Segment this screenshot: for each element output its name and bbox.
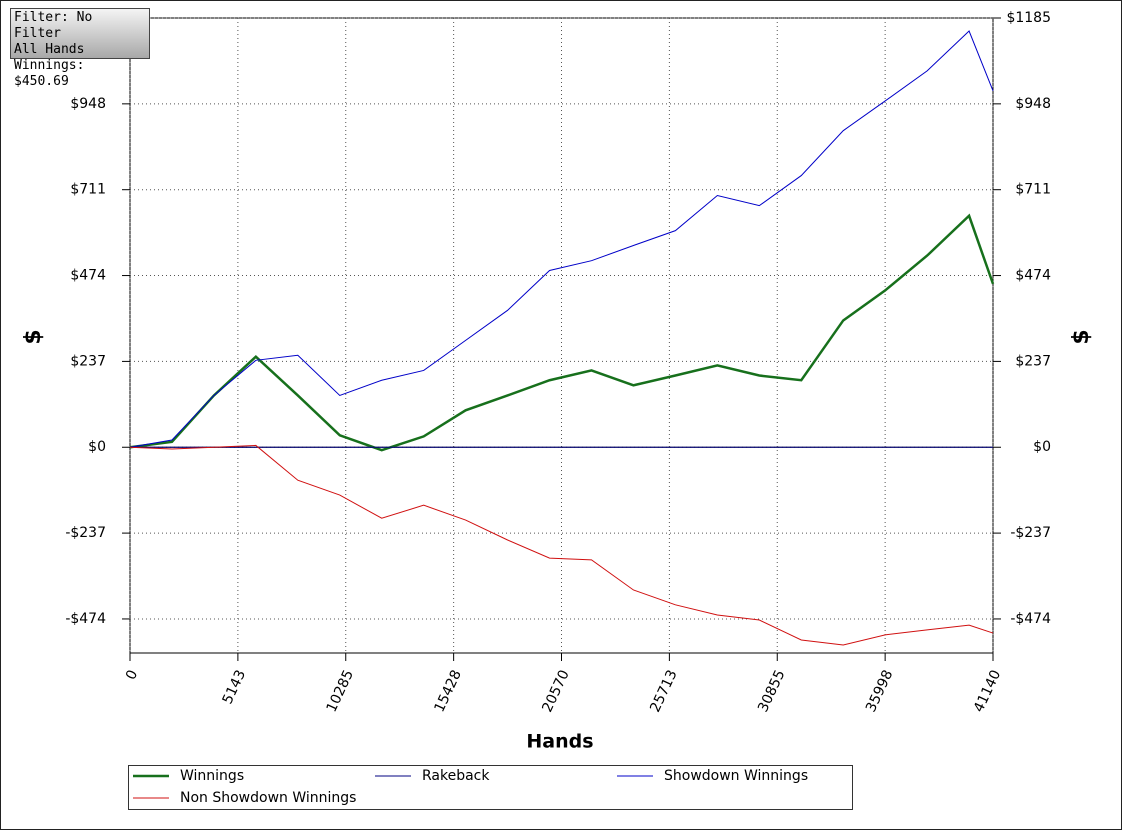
- x-tick-label: 35998: [863, 668, 896, 715]
- info-box: Filter: No Filter All Hands Winnings: $4…: [10, 8, 150, 89]
- x-tick-label: 41140: [971, 668, 1004, 715]
- legend-label: Rakeback: [422, 768, 490, 784]
- y-tick-label: $474: [70, 268, 106, 284]
- legend-label: Non Showdown Winnings: [180, 790, 356, 806]
- series-line: [129, 30, 994, 448]
- y2-tick-label: $474: [1015, 268, 1051, 284]
- filter-text: Filter: No Filter: [14, 10, 93, 41]
- winnings-text: Winnings: $450.69: [14, 58, 85, 89]
- y2-tick-label: $1185: [1006, 10, 1051, 26]
- x-tick-label: 15428: [432, 668, 465, 715]
- series-line: [129, 213, 995, 452]
- y2-tick-label: $237: [1015, 353, 1051, 369]
- x-tick-label: 25713: [647, 668, 680, 715]
- legend-label: Showdown Winnings: [664, 768, 808, 784]
- y2-tick-label: -$237: [1010, 525, 1051, 541]
- x-tick-label: 30855: [755, 668, 788, 715]
- series-line: [129, 444, 994, 646]
- y2-tick-label: $0: [1033, 439, 1051, 455]
- y-tick-label: $711: [70, 182, 106, 198]
- x-tick-label: 20570: [539, 668, 572, 715]
- y2-tick-label: -$474: [1010, 611, 1051, 627]
- legend: [128, 765, 853, 810]
- x-tick-label: 0: [123, 668, 141, 683]
- y2-tick-label: $711: [1015, 182, 1051, 198]
- x-axis-label: Hands: [526, 731, 593, 753]
- y-tick-label: $237: [70, 353, 106, 369]
- plot-area: [129, 17, 994, 654]
- legend-label: Winnings: [180, 768, 244, 784]
- y-axis-label: $: [21, 329, 46, 344]
- y-tick-label: $948: [70, 96, 106, 112]
- x-tick-label: 10285: [324, 668, 357, 715]
- x-tick-label: 5143: [220, 668, 250, 707]
- y-tick-label: -$474: [65, 611, 106, 627]
- y2-tick-label: $948: [1015, 96, 1051, 112]
- hands-text: All Hands: [14, 42, 85, 57]
- y2-axis-label: $: [1069, 329, 1094, 344]
- y-tick-label: $0: [88, 439, 106, 455]
- y-tick-label: -$237: [65, 525, 106, 541]
